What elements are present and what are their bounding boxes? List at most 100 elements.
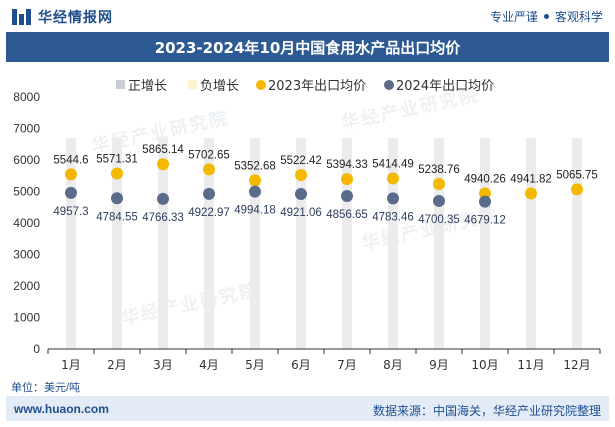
legend-label: 2024年出口均价 — [396, 79, 494, 94]
y-tick-label: 1000 — [13, 311, 40, 325]
header-tags: 专业严谨 客观科学 — [490, 8, 603, 25]
point-2023 — [525, 187, 537, 200]
y-tick-label: 4000 — [13, 216, 40, 230]
point-2023 — [571, 183, 583, 196]
point-2023 — [157, 158, 169, 171]
background-bar — [112, 137, 122, 349]
background-bar — [158, 137, 168, 349]
data-source: 数据来源：中国海关，华经产业研究院整理 — [372, 404, 601, 418]
background-bar — [342, 137, 352, 349]
legend-marker — [384, 80, 394, 90]
data-label-2024: 4921.06 — [280, 207, 322, 219]
point-2024 — [249, 185, 261, 198]
chart-title: 2023-2024年10月中国食用水产品出口均价 — [154, 38, 461, 57]
tag-objective: 客观科学 — [554, 10, 603, 24]
x-tick-label: 2月 — [107, 358, 127, 372]
data-label-2024: 4957.3 — [53, 206, 88, 218]
footer: www.huaon.com 数据来源：中国海关，华经产业研究院整理 — [6, 396, 609, 421]
title-bar: 2023-2024年10月中国食用水产品出口均价 — [6, 32, 609, 62]
x-tick-label: 3月 — [153, 358, 173, 372]
data-label-2023: 5522.42 — [280, 155, 322, 167]
legend-swatch — [188, 80, 197, 89]
y-tick-label: 7000 — [13, 122, 40, 136]
point-2024 — [341, 190, 353, 203]
data-label-2023: 4941.82 — [510, 173, 552, 185]
data-label-2023: 5238.76 — [418, 164, 460, 176]
point-2023 — [433, 177, 445, 190]
dot-icon — [543, 14, 549, 19]
logo-icon — [12, 9, 32, 25]
y-tick-label: 8000 — [13, 90, 40, 104]
point-2023 — [387, 172, 399, 185]
legend-label: 正增长 — [128, 79, 167, 94]
point-2024 — [433, 194, 445, 207]
x-tick-label: 9月 — [429, 358, 449, 372]
data-label-2023: 4940.26 — [464, 173, 506, 185]
data-label-2023: 5544.6 — [53, 154, 88, 166]
point-2024 — [203, 187, 215, 200]
point-2024 — [111, 192, 123, 205]
background-bar — [388, 137, 398, 349]
legend-label: 负增长 — [200, 79, 239, 94]
background-bar — [434, 137, 444, 349]
brand: 华经情报网 — [12, 7, 113, 27]
data-label-2023: 5571.31 — [96, 154, 138, 166]
point-2023 — [111, 167, 123, 180]
background-bar — [480, 137, 490, 349]
x-tick-label: 10月 — [471, 358, 498, 372]
background-bar — [66, 137, 76, 349]
x-tick-label: 12月 — [563, 358, 590, 372]
legend-swatch — [116, 80, 125, 89]
point-2024 — [479, 195, 491, 208]
y-tick-label: 2000 — [13, 279, 40, 293]
y-tick-label: 0 — [33, 342, 40, 356]
data-label-2024: 4856.65 — [326, 209, 368, 221]
data-label-2024: 4679.12 — [464, 215, 506, 227]
data-label-2023: 5865.14 — [142, 144, 184, 156]
x-tick-label: 11月 — [517, 358, 544, 372]
brand-name: 华经情报网 — [38, 9, 113, 25]
x-tick-label: 5月 — [245, 358, 265, 372]
tag-professional: 专业严谨 — [489, 10, 538, 24]
data-label-2024: 4994.18 — [234, 205, 276, 217]
background-bar — [296, 137, 306, 349]
background-bar — [204, 137, 214, 349]
top-bar: 华经情报网 专业严谨 客观科学 — [0, 0, 615, 30]
point-2023 — [65, 168, 77, 181]
data-label-2024: 4784.55 — [96, 211, 138, 223]
data-label-2024: 4783.46 — [372, 211, 414, 223]
point-2023 — [341, 173, 353, 186]
x-tick-label: 1月 — [61, 358, 81, 372]
point-2024 — [295, 187, 307, 200]
x-tick-label: 7月 — [337, 358, 357, 372]
data-label-2024: 4700.35 — [418, 214, 460, 226]
data-label-2023: 5394.33 — [326, 159, 368, 171]
data-label-2024: 4766.33 — [142, 212, 184, 224]
chart-area: 0 1000 2000 3000 4000 5000 6000 7000 8000 1月 2月 3月 4… — [13, 79, 601, 372]
unit-label: 单位：美元/吨 — [11, 382, 81, 394]
point-2023 — [249, 174, 261, 187]
y-tick-label: 5000 — [13, 185, 40, 199]
data-label-2024: 4922.97 — [188, 207, 230, 219]
point-2023 — [295, 169, 307, 182]
data-label-2023: 5414.49 — [372, 158, 414, 170]
site-url[interactable]: www.huaon.com — [14, 402, 109, 416]
legend-marker — [256, 80, 266, 90]
point-2024 — [65, 186, 77, 199]
y-tick-label: 6000 — [13, 153, 40, 167]
background-bar — [526, 137, 536, 349]
y-tick-label: 3000 — [13, 248, 40, 262]
legend-label: 2023年出口均价 — [268, 79, 366, 94]
point-2024 — [387, 192, 399, 205]
point-2023 — [479, 187, 491, 200]
x-tick-label: 4月 — [199, 358, 219, 372]
data-label-2023: 5702.65 — [188, 149, 230, 161]
background-bar — [572, 137, 582, 349]
background-bar — [250, 137, 260, 349]
data-label-2023: 5352.68 — [234, 160, 276, 172]
x-tick-label: 6月 — [291, 358, 311, 372]
x-tick-label: 8月 — [383, 358, 403, 372]
point-2023 — [203, 163, 215, 176]
point-2024 — [157, 192, 169, 205]
data-label-2023: 5065.75 — [556, 169, 598, 181]
